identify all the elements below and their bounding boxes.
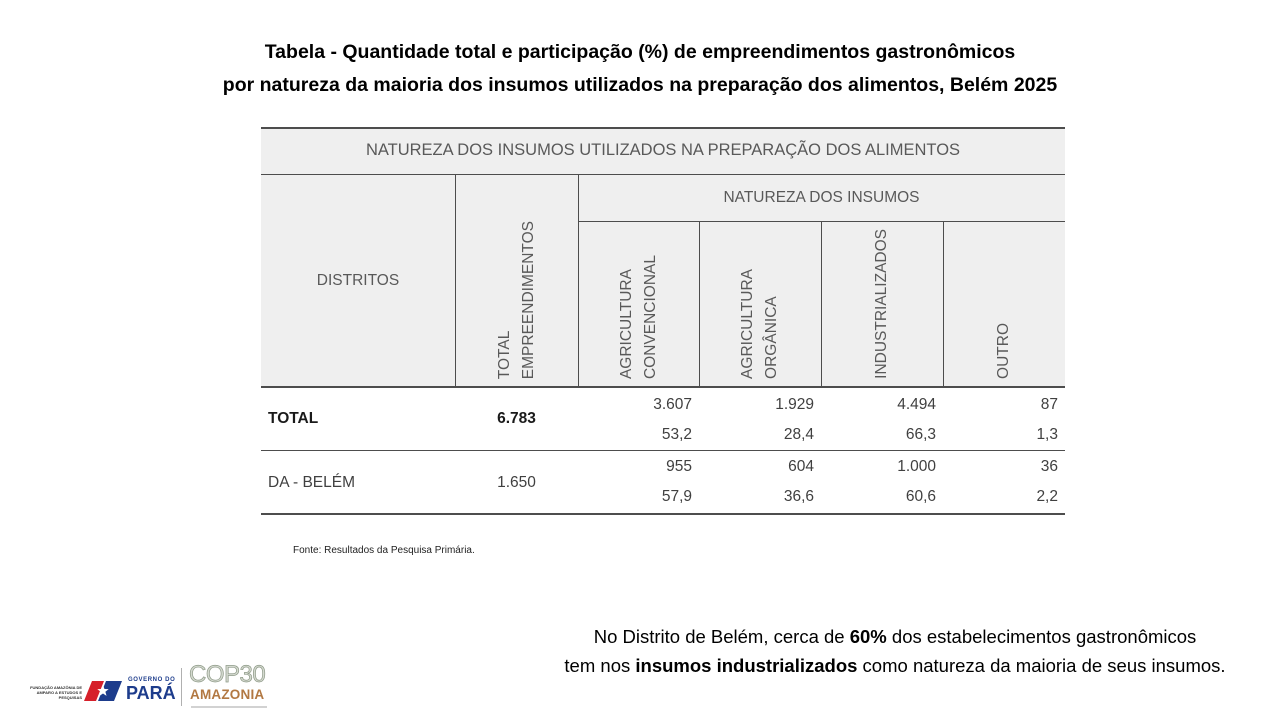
vertical-header-text: TOTAL EMPREENDIMENTOS xyxy=(493,221,541,379)
percent-value: 66,3 xyxy=(905,426,936,443)
summary-text-segment: dos estabelecimentos gastronômicos xyxy=(886,626,1197,647)
summary-highlight: 60% xyxy=(849,626,887,647)
cell-industrialized: 4.494 66,3 xyxy=(821,390,943,450)
vertical-header-text: INDUSTRIALIZADOS xyxy=(870,229,894,379)
header-line: INDUSTRIALIZADOS xyxy=(873,229,890,379)
header-line: ORGÂNICA xyxy=(763,296,780,379)
count-value: 1.000 xyxy=(897,458,936,475)
slide-title-line-2: por natureza da maioria dos insumos util… xyxy=(222,74,1058,96)
table-header-background xyxy=(261,127,1065,387)
row-total-value: 1.650 xyxy=(497,473,536,491)
table-top-rule xyxy=(261,127,1065,129)
percent-value: 57,9 xyxy=(661,488,692,505)
header-line: TOTAL xyxy=(495,330,513,379)
cell-conventional-agriculture: 955 57,9 xyxy=(578,452,699,512)
row-label: DA - BELÉM xyxy=(268,473,355,491)
percent-value: 53,2 xyxy=(661,426,692,443)
table-caption-text: NATUREZA DOS INSUMOS UTILIZADOS NA PREPA… xyxy=(365,141,961,159)
header-line: EMPREENDIMENTOS xyxy=(519,220,537,379)
header-line: AGRICULTURA xyxy=(617,269,635,379)
column-divider xyxy=(821,221,822,387)
percent-value: 1,3 xyxy=(1036,426,1058,443)
vertical-header-text: AGRICULTURA CONVENCIONAL xyxy=(615,255,663,379)
count-value: 3.607 xyxy=(653,396,692,413)
fapespa-logo-text: PESQUISAS xyxy=(58,695,82,700)
column-header-other: OUTRO xyxy=(943,221,1065,387)
count-value: 36 xyxy=(1040,458,1058,475)
source-note: Fonte: Resultados da Pesquisa Primária. xyxy=(293,545,475,556)
percent-value: 60,6 xyxy=(905,488,936,505)
cop30-tagline-graphic xyxy=(191,706,267,708)
data-table: NATUREZA DOS INSUMOS UTILIZADOS NA PREPA… xyxy=(261,127,1065,515)
percent-value: 2,2 xyxy=(1036,488,1058,505)
column-header-industrialized: INDUSTRIALIZADOS xyxy=(821,221,943,387)
count-value: 87 xyxy=(1040,396,1058,413)
column-group-header-input-nature: NATUREZA DOS INSUMOS xyxy=(578,174,1065,221)
header-line: AGRICULTURA xyxy=(739,269,756,379)
para-logo-text: PARÁ xyxy=(126,683,176,703)
slide-title-line-1: Tabela - Quantidade total e participação… xyxy=(264,41,1016,63)
summary-text-segment: como natureza da maioria de seus insumos… xyxy=(857,655,1226,676)
column-header-conventional-agriculture: AGRICULTURA CONVENCIONAL xyxy=(578,221,699,387)
summary-text-segment: No Distrito de Belém, cerca de xyxy=(593,626,850,647)
count-value: 1.929 xyxy=(775,396,814,413)
cell-industrialized: 1.000 60,6 xyxy=(821,452,943,512)
fapespa-logo: FUNDAÇÃO AMAZÔNIA DE AMPARO A ESTUDOS E … xyxy=(24,685,82,700)
header-line: OUTRO xyxy=(995,323,1012,379)
cop30-amazonia-text: AMAZONIA xyxy=(190,687,265,702)
logo-divider xyxy=(181,668,182,706)
fapespa-logo-text: FUNDAÇÃO AMAZÔNIA DE xyxy=(30,685,82,690)
count-value: 604 xyxy=(788,458,814,475)
count-value: 955 xyxy=(666,458,692,475)
column-divider xyxy=(943,221,944,387)
column-divider xyxy=(699,221,700,387)
column-header-total-businesses: TOTAL EMPREENDIMENTOS xyxy=(455,174,578,387)
vertical-header-text: AGRICULTURA ORGÂNICA xyxy=(736,269,784,379)
caption-bottom-rule xyxy=(261,174,1065,175)
row-label: TOTAL xyxy=(268,410,319,427)
summary-text-segment: tem nos xyxy=(564,655,636,676)
summary-text: No Distrito de Belém, cerca de 60% dos e… xyxy=(530,622,1260,680)
percent-value: 36,6 xyxy=(783,488,814,505)
table-row-da-belem: DA - BELÉM 1.650 955 57,9 604 36,6 1.000… xyxy=(261,451,1065,514)
percent-value: 28,4 xyxy=(783,426,814,443)
fapespa-logo-text: AMPARO A ESTUDOS E xyxy=(36,690,82,695)
column-header-districts-text: DISTRITOS xyxy=(316,271,400,289)
row-separator-rule xyxy=(261,450,1065,451)
summary-line-2: tem nos insumos industrializados como na… xyxy=(530,651,1260,680)
summary-highlight: insumos industrializados xyxy=(635,655,858,676)
column-divider xyxy=(578,174,579,387)
cop30-logo-text: COP30 xyxy=(189,661,266,688)
cell-other: 87 1,3 xyxy=(943,390,1065,450)
cell-organic-agriculture: 1.929 28,4 xyxy=(699,390,821,450)
header-bottom-rule xyxy=(261,386,1065,388)
slide-title: Tabela - Quantidade total e participação… xyxy=(0,36,1280,102)
vertical-header-text: OUTRO xyxy=(992,323,1016,379)
column-divider xyxy=(455,174,456,387)
row-total-value: 6.783 xyxy=(497,410,536,427)
cell-other: 36 2,2 xyxy=(943,452,1065,512)
table-row-total: TOTAL 6.783 3.607 53,2 1.929 28,4 4.494 … xyxy=(261,387,1065,451)
count-value: 4.494 xyxy=(897,396,936,413)
table-caption: NATUREZA DOS INSUMOS UTILIZADOS NA PREPA… xyxy=(261,127,1065,174)
cell-conventional-agriculture: 3.607 53,2 xyxy=(578,390,699,450)
column-group-header-text: NATUREZA DOS INSUMOS xyxy=(723,188,920,206)
para-flag-icon xyxy=(84,681,122,701)
summary-line-1: No Distrito de Belém, cerca de 60% dos e… xyxy=(530,622,1260,651)
table-bottom-rule xyxy=(261,513,1065,515)
header-line: CONVENCIONAL xyxy=(641,254,659,379)
governo-do-label: GOVERNO DO xyxy=(128,677,176,683)
column-header-organic-agriculture: AGRICULTURA ORGÂNICA xyxy=(699,221,821,387)
cell-organic-agriculture: 604 36,6 xyxy=(699,452,821,512)
column-header-districts: DISTRITOS xyxy=(261,174,455,387)
